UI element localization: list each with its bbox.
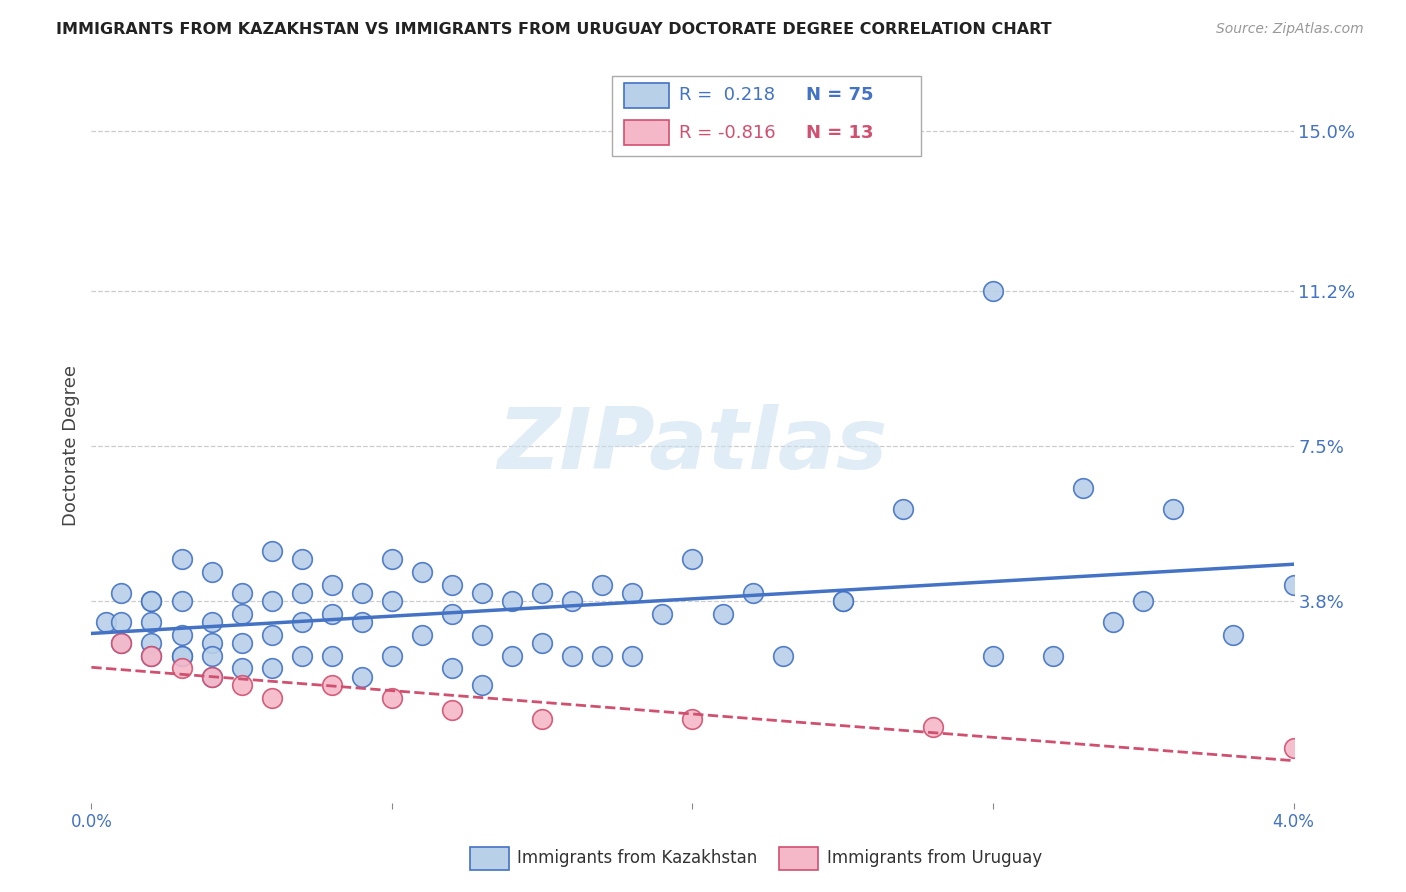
Point xyxy=(1071,481,1094,495)
Point xyxy=(561,594,583,608)
Point xyxy=(260,628,283,642)
Point xyxy=(291,615,314,630)
Point xyxy=(531,712,554,726)
Point xyxy=(321,577,343,591)
Point xyxy=(260,544,283,558)
Point xyxy=(201,615,224,630)
Point xyxy=(350,615,373,630)
Point xyxy=(231,586,253,600)
Point xyxy=(321,648,343,663)
Point xyxy=(981,648,1004,663)
Point xyxy=(231,661,253,675)
Point xyxy=(110,586,132,600)
Point xyxy=(471,628,494,642)
Point xyxy=(681,712,703,726)
Y-axis label: Doctorate Degree: Doctorate Degree xyxy=(62,366,80,526)
Point xyxy=(1042,648,1064,663)
Point xyxy=(381,690,404,705)
Point xyxy=(260,661,283,675)
Point xyxy=(891,502,914,516)
Text: Immigrants from Uruguay: Immigrants from Uruguay xyxy=(827,849,1042,867)
Point xyxy=(96,615,118,630)
Point xyxy=(440,577,463,591)
Point xyxy=(440,661,463,675)
Text: IMMIGRANTS FROM KAZAKHSTAN VS IMMIGRANTS FROM URUGUAY DOCTORATE DEGREE CORRELATI: IMMIGRANTS FROM KAZAKHSTAN VS IMMIGRANTS… xyxy=(56,22,1052,37)
Point xyxy=(772,648,794,663)
Point xyxy=(350,586,373,600)
Point xyxy=(831,594,853,608)
Point xyxy=(440,703,463,717)
Point xyxy=(201,648,224,663)
Point xyxy=(170,594,193,608)
Point xyxy=(231,678,253,692)
Point xyxy=(471,678,494,692)
Point xyxy=(1282,577,1305,591)
Point xyxy=(621,648,644,663)
Point xyxy=(141,636,163,650)
Point xyxy=(1161,502,1184,516)
Point xyxy=(831,594,853,608)
Point xyxy=(291,648,314,663)
Point xyxy=(170,628,193,642)
Text: Immigrants from Kazakhstan: Immigrants from Kazakhstan xyxy=(517,849,758,867)
Point xyxy=(471,586,494,600)
Point xyxy=(141,648,163,663)
Point xyxy=(260,594,283,608)
Point xyxy=(381,552,404,566)
Point xyxy=(531,636,554,650)
Point xyxy=(110,636,132,650)
Point xyxy=(291,552,314,566)
Text: Source: ZipAtlas.com: Source: ZipAtlas.com xyxy=(1216,22,1364,37)
Text: R =  0.218: R = 0.218 xyxy=(679,87,775,104)
Point xyxy=(141,648,163,663)
Point xyxy=(741,586,763,600)
Point xyxy=(321,678,343,692)
Point xyxy=(170,661,193,675)
Point xyxy=(591,577,613,591)
Point xyxy=(141,594,163,608)
Point xyxy=(1282,741,1305,756)
Point xyxy=(201,670,224,684)
Point xyxy=(591,648,613,663)
Point xyxy=(110,636,132,650)
Point xyxy=(1132,594,1154,608)
Point xyxy=(411,565,433,579)
Text: N = 13: N = 13 xyxy=(806,124,873,142)
Point xyxy=(411,628,433,642)
Point xyxy=(501,594,523,608)
Point xyxy=(291,586,314,600)
Point xyxy=(231,607,253,621)
Text: N = 75: N = 75 xyxy=(806,87,873,104)
Text: ZIPatlas: ZIPatlas xyxy=(498,404,887,488)
Point xyxy=(141,615,163,630)
Point xyxy=(201,636,224,650)
Point xyxy=(561,648,583,663)
Point xyxy=(531,586,554,600)
Point xyxy=(260,690,283,705)
Point xyxy=(651,607,673,621)
Point xyxy=(350,670,373,684)
Text: R = -0.816: R = -0.816 xyxy=(679,124,776,142)
Point xyxy=(1102,615,1125,630)
Point xyxy=(170,552,193,566)
Point xyxy=(381,594,404,608)
Point xyxy=(321,607,343,621)
Point xyxy=(501,648,523,663)
Point xyxy=(981,284,1004,298)
Point xyxy=(141,594,163,608)
Point xyxy=(922,720,945,734)
Point xyxy=(381,648,404,663)
Point xyxy=(711,607,734,621)
Point xyxy=(621,586,644,600)
Point xyxy=(231,636,253,650)
Point xyxy=(440,607,463,621)
Point xyxy=(201,565,224,579)
Point xyxy=(170,648,193,663)
Point xyxy=(170,648,193,663)
Point xyxy=(681,552,703,566)
Point xyxy=(1222,628,1244,642)
Point xyxy=(110,615,132,630)
Point xyxy=(201,670,224,684)
